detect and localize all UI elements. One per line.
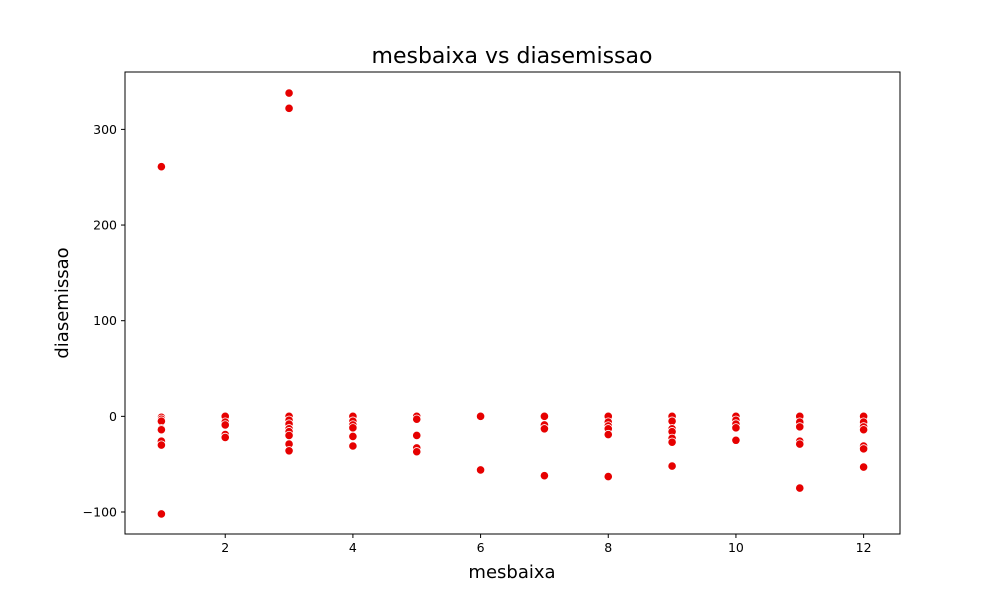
data-point [475, 465, 486, 475]
data-point [156, 509, 166, 519]
data-point [412, 414, 422, 424]
x-tick-label: 2 [221, 540, 229, 555]
data-point [795, 439, 805, 449]
x-tick-label: 12 [856, 540, 872, 555]
y-axis-ticks: −100 0 100 200 300 [83, 122, 125, 520]
data-point [284, 103, 294, 113]
x-tick-label: 10 [728, 540, 744, 555]
y-axis-label: diasemissao [52, 247, 73, 358]
data-point [348, 431, 358, 442]
data-points [156, 88, 869, 519]
data-point [348, 423, 358, 433]
data-point [859, 425, 869, 435]
data-point [859, 444, 869, 454]
data-point [156, 162, 166, 172]
data-point [156, 416, 166, 426]
data-point [539, 411, 550, 421]
data-point [284, 446, 294, 456]
data-point [667, 437, 677, 447]
x-axis-label: mesbaixa [468, 562, 555, 583]
data-point [667, 461, 677, 471]
data-point [156, 440, 166, 450]
chart-title: mesbaixa vs diasemissao [372, 44, 653, 69]
data-point [795, 483, 805, 493]
x-tick-label: 8 [604, 540, 612, 555]
plot-area [124, 71, 901, 535]
data-point [412, 447, 422, 457]
data-point [220, 420, 230, 430]
data-point [284, 430, 294, 441]
data-point [220, 432, 230, 442]
y-tick-label: 300 [93, 122, 117, 137]
y-tick-label: 200 [93, 218, 117, 233]
x-tick-label: 6 [477, 540, 485, 555]
y-tick-label: 0 [109, 409, 117, 424]
y-tick-label: 100 [93, 313, 117, 328]
data-point [539, 424, 550, 434]
data-point [731, 423, 741, 433]
data-point [156, 425, 166, 435]
data-point [603, 429, 613, 440]
data-point [539, 471, 550, 481]
data-point [667, 416, 677, 426]
data-point [731, 435, 741, 445]
data-point [795, 422, 805, 432]
data-point [859, 462, 869, 472]
data-point [348, 441, 358, 451]
x-axis-ticks: 2 4 6 8 10 12 [221, 534, 872, 555]
data-point [475, 411, 486, 421]
data-point [284, 88, 294, 98]
y-tick-label: −100 [83, 505, 117, 520]
data-point [412, 430, 422, 441]
data-point [603, 472, 613, 482]
x-tick-label: 4 [349, 540, 357, 555]
